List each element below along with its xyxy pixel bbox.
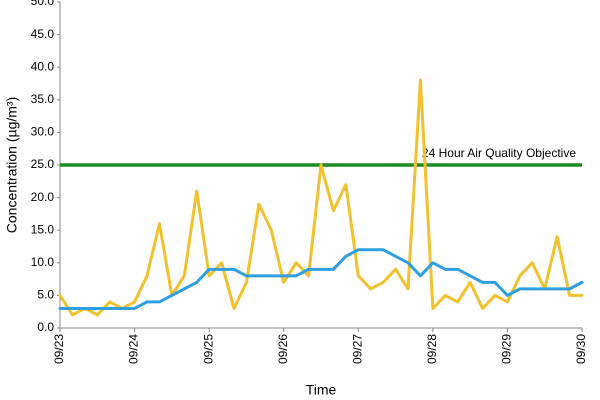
- x-tick-label: 09/28: [425, 334, 439, 364]
- y-tick-label: 5.0: [37, 288, 54, 302]
- y-axis-title: Concentration (µg/m³): [4, 97, 20, 233]
- x-tick-label: 09/27: [350, 334, 364, 364]
- x-tick-label: 09/23: [52, 334, 66, 364]
- y-tick-label: 10.0: [31, 255, 55, 269]
- data-line: [58, 248, 584, 310]
- objective-label: 24 Hour Air Quality Objective: [422, 146, 576, 160]
- x-tick-label: 09/25: [201, 334, 215, 364]
- y-tick-label: 35.0: [31, 92, 55, 106]
- y-tick-label: 50.0: [31, 0, 55, 8]
- x-tick-label: 09/30: [574, 334, 588, 364]
- y-tick-label: 0.0: [37, 320, 54, 334]
- x-tick-label: 09/26: [276, 334, 290, 364]
- x-tick-label: 09/24: [127, 334, 141, 364]
- y-tick-label: 20.0: [31, 190, 55, 204]
- y-tick-label: 25.0: [31, 157, 55, 171]
- x-axis-title: Time: [306, 382, 337, 398]
- y-tick-label: 40.0: [31, 59, 55, 73]
- y-tick-label: 45.0: [31, 27, 55, 41]
- data-line: [58, 78, 584, 317]
- y-tick-label: 30.0: [31, 125, 55, 139]
- y-tick-label: 15.0: [31, 222, 55, 236]
- x-tick-label: 09/29: [500, 334, 514, 364]
